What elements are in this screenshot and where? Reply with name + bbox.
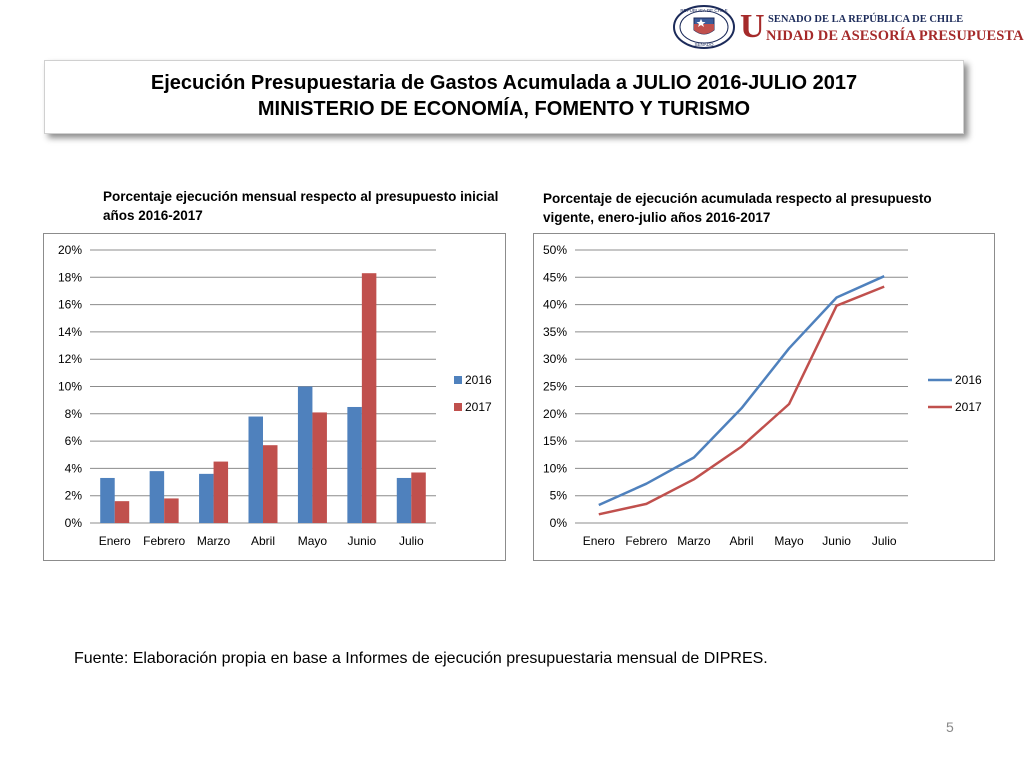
bar-2016-enero [100,477,115,523]
page-number: 5 [946,719,954,735]
bar-2017-julio [411,472,426,523]
line-chart-xtick-label: Enero [583,534,615,548]
bar-chart-ytick-label: 0% [65,516,83,530]
bar-chart-ytick-label: 8% [65,407,83,421]
seal-top-text: REPÚBLICA DE CHILE [680,7,727,13]
bar-chart-ytick-label: 20% [58,243,82,257]
bar-2016-febrero [149,471,165,523]
bar-chart-ytick-label: 2% [65,489,83,503]
line-chart-ytick-label: 30% [543,352,567,366]
bar-2017-mayo [312,412,327,523]
source-note: Fuente: Elaboración propia en base a Inf… [74,650,768,667]
line-chart-xtick-label: Febrero [625,534,667,548]
line-chart-xtick-label: Julio [872,534,897,548]
bar-chart-ytick-label: 16% [58,298,82,312]
line-chart-ytick-label: 45% [543,270,567,284]
line-chart-xtick-label: Junio [822,534,851,548]
line-chart-xtick-label: Abril [729,534,753,548]
bar-chart-ytick-label: 12% [58,352,82,366]
line-series-2016 [598,275,885,507]
bar-2016-junio [347,406,362,523]
bar-legend-swatch-2017 [454,403,462,411]
bar-chart-title-line2: años 2016-2017 [103,208,203,223]
senado-seal-icon: REPÚBLICA DE CHILE SENADO [673,5,735,49]
bar-chart-ytick-label: 6% [65,434,83,448]
bar-2016-mayo [297,386,313,523]
bar-2017-enero [114,501,130,523]
seal-bottom-text: SENADO [694,42,714,47]
bar-2017-abril [263,445,278,523]
bar-chart-ytick-label: 18% [58,270,82,284]
line-chart-title: Porcentaje de ejecución acumulada respec… [543,189,993,227]
line-legend-label-2017: 2017 [955,400,982,414]
line-chart-ytick-label: 0% [550,516,568,530]
bar-2016-julio [396,477,412,523]
bar-chart-title-line1: Porcentaje ejecución mensual respecto al… [103,189,499,204]
bar-chart-xtick-label: Marzo [197,534,231,548]
bar-chart: 0% 2% 4% 6% 8% 10% 12% 14% 16% 18% 20% Enero Febrero… [58,243,492,548]
line-chart-ytick-label: 5% [550,489,568,503]
line-chart-frame: 0% 5% 10% 15% 20% 25% 30% 35% 40% 45% 50% Enero Febr… [533,233,995,561]
line-chart-ytick-label: 35% [543,325,567,339]
bar-chart-ytick-label: 4% [65,461,83,475]
line-chart-ytick-label: 10% [543,461,567,475]
logo-senado-text: SENADO DE LA REPÚBLICA DE CHILE [768,14,964,25]
bar-chart-title: Porcentaje ejecución mensual respecto al… [103,187,523,225]
bar-chart-xtick-label: Abril [251,534,275,548]
bar-2017-febrero [164,498,179,523]
line-chart-xtick-label: Marzo [677,534,711,548]
logo-unit-text: NIDAD DE ASESORÍA PRESUPUESTARIA [766,28,1024,44]
line-chart-ytick-label: 20% [543,407,567,421]
line-chart: 0% 5% 10% 15% 20% 25% 30% 35% 40% 45% 50% Enero Febr… [543,243,982,548]
line-legend-label-2016: 2016 [955,373,982,387]
bar-legend-swatch-2016 [454,376,462,384]
bar-2016-abril [248,416,263,523]
bar-chart-xtick-label: Febrero [143,534,185,548]
line-chart-ytick-label: 50% [543,243,567,257]
slide-title: Ejecución Presupuestaria de Gastos Acumu… [150,72,858,94]
line-chart-xtick-label: Mayo [774,534,804,548]
line-chart-ytick-label: 15% [543,434,567,448]
bar-legend-label-2016: 2016 [465,373,492,387]
line-chart-title-line1: Porcentaje de ejecución acumulada respec… [543,191,932,206]
bar-legend-label-2017: 2017 [465,400,492,414]
line-chart-ytick-label: 40% [543,298,567,312]
slide-subtitle: MINISTERIO DE ECONOMÍA, FOMENTO Y TURISM… [257,98,751,120]
bar-chart-frame: 0% 2% 4% 6% 8% 10% 12% 14% 16% 18% 20% Enero Febrero… [43,233,506,561]
line-chart-title-line2: vigente, enero-julio años 2016-2017 [543,210,771,225]
bar-chart-xtick-label: Mayo [298,534,328,548]
bar-chart-ytick-label: 10% [58,380,82,394]
slide-title-box: Ejecución Presupuestaria de Gastos Acumu… [44,60,964,134]
bar-2017-marzo [213,461,229,523]
bar-2016-marzo [199,473,214,523]
senado-logo: REPÚBLICA DE CHILE SENADO U SENADO DE LA… [672,4,1024,52]
bar-chart-xtick-label: Enero [99,534,131,548]
bar-chart-xtick-label: Julio [399,534,424,548]
bar-chart-xtick-label: Junio [348,534,377,548]
line-series-2017 [598,285,885,516]
bar-chart-ytick-label: 14% [58,325,82,339]
line-chart-ytick-label: 25% [543,380,567,394]
bar-2017-junio [361,273,377,523]
logo-initial: U [740,8,765,45]
